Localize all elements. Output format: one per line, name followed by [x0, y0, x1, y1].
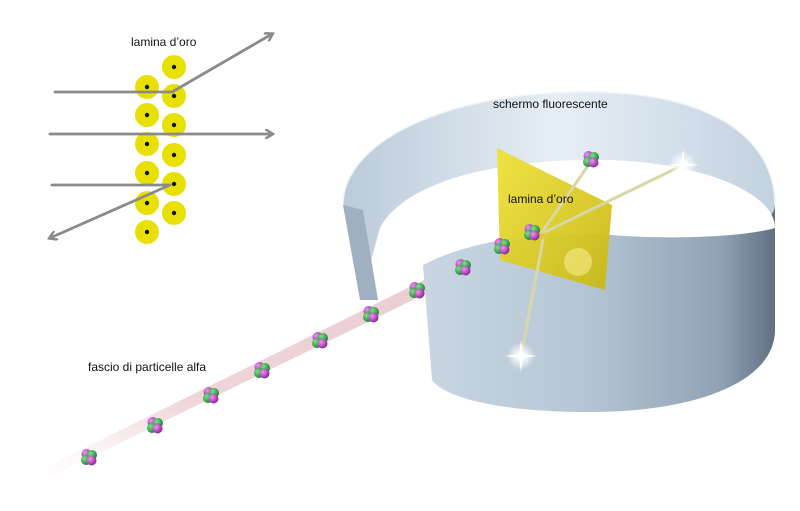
inset-trajectories	[50, 34, 272, 238]
inset-foil-label: lamina d’oro	[131, 35, 197, 49]
gold-atom-icon	[162, 201, 186, 225]
alpha-particle-icon	[254, 362, 270, 379]
deflected-trajectories	[519, 158, 685, 358]
screen-label: schermo fluorescente	[493, 97, 608, 111]
alpha-particle-icon	[524, 224, 540, 241]
alpha-particle-icon	[203, 387, 219, 404]
alpha-particle-icon	[455, 259, 471, 276]
alpha-particle-icon	[147, 417, 163, 434]
gold-atom-icon	[135, 161, 159, 185]
gold-atom-icon	[162, 172, 186, 196]
beam-label: fascio di particelle alfa	[88, 360, 207, 374]
gold-atom-icon	[135, 132, 159, 156]
gold-foil-sheet	[497, 148, 612, 290]
gold-atom-icon	[162, 55, 186, 79]
gold-atom-icon	[162, 84, 186, 108]
foil-label: lamina d’oro	[508, 192, 574, 206]
gold-atom-icon	[135, 220, 159, 244]
inset-foil	[135, 55, 186, 244]
arrow-icon	[53, 34, 272, 94]
alpha-particle-icon	[583, 151, 599, 168]
alpha-particle-icon	[363, 306, 379, 323]
alpha-particle-icon	[81, 449, 97, 466]
gold-atom-icon	[162, 113, 186, 137]
gold-atom-icon	[135, 103, 159, 127]
arrow-icon	[50, 183, 172, 238]
alpha-particle-icon	[494, 238, 510, 255]
gold-atom-icon	[135, 75, 159, 99]
gold-atom-icon	[162, 143, 186, 167]
alpha-particle-icon	[312, 332, 328, 349]
alpha-particle-icon	[409, 282, 425, 299]
